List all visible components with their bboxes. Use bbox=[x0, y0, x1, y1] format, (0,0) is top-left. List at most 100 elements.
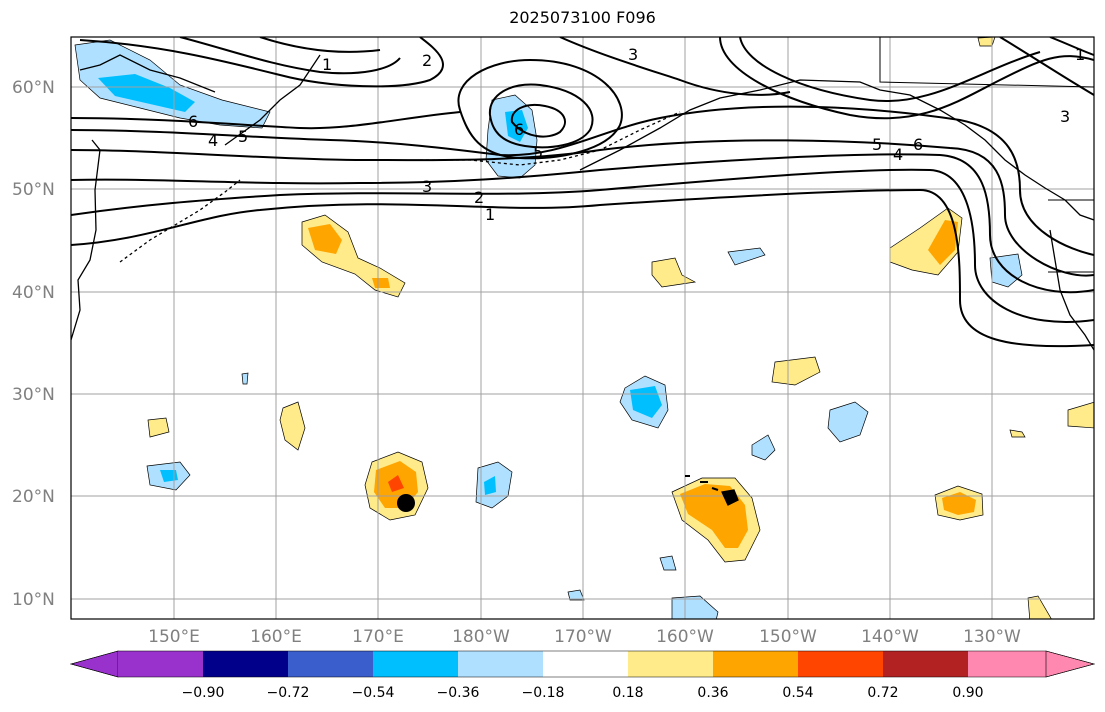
lon-label: 130°W bbox=[963, 627, 1021, 647]
colorbar-swatch bbox=[883, 651, 968, 677]
colorbar-tick-label: −0.54 bbox=[352, 685, 395, 701]
lon-label: 170°E bbox=[352, 627, 404, 647]
lon-label: 150°E bbox=[148, 627, 200, 647]
coast-okhotsk bbox=[79, 54, 216, 93]
colorbar-tick-label: 0.36 bbox=[697, 685, 728, 701]
negative-anomaly-146w bbox=[827, 401, 869, 443]
border-canada bbox=[879, 37, 1094, 273]
colorbar-min-arrow bbox=[69, 650, 119, 678]
colorbar-tick-label: 0.90 bbox=[952, 685, 983, 701]
longitude-labels: 150°E 160°E 170°E 180°W 170°W 160°W 150°… bbox=[148, 627, 1021, 647]
map-frame-border bbox=[70, 36, 1095, 620]
colorbar-swatch bbox=[373, 651, 458, 677]
negative-anomaly-152w bbox=[727, 247, 766, 266]
colorbar-max-arrow bbox=[1045, 650, 1096, 678]
lat-label: 20°N bbox=[12, 487, 55, 507]
contour-label: 6 bbox=[913, 135, 923, 154]
colorbar-swatch bbox=[543, 651, 628, 677]
coast-alaska bbox=[579, 79, 1094, 221]
contour-label: 5 bbox=[238, 127, 248, 146]
contours bbox=[71, 37, 1094, 348]
positive-anomaly-172e-peak bbox=[388, 475, 404, 492]
lat-label: 30°N bbox=[12, 385, 55, 405]
lon-label: 180°W bbox=[452, 627, 510, 647]
colorbar-tick-label: −0.18 bbox=[522, 685, 565, 701]
colorbar-swatch bbox=[458, 651, 543, 677]
coast-hawaii-islands bbox=[685, 475, 719, 491]
contour-label: 5 bbox=[872, 135, 882, 154]
contour-3 bbox=[71, 153, 1094, 294]
lat-label: 10°N bbox=[12, 590, 55, 610]
lon-label: 170°W bbox=[554, 627, 612, 647]
colorbar-tick-label: −0.90 bbox=[182, 685, 225, 701]
colorbar-tick-label: 0.54 bbox=[782, 685, 813, 701]
positive-anomaly-east bbox=[1067, 401, 1094, 429]
map-title: 2025073100 F096 bbox=[509, 8, 656, 27]
lat-label: 60°N bbox=[12, 78, 55, 98]
contour-north-3 bbox=[259, 37, 381, 53]
contour-ne-1 bbox=[719, 37, 1094, 120]
colorbar-swatch bbox=[288, 651, 373, 677]
contour-north-1 bbox=[79, 37, 444, 88]
colorbar-tick-label: −0.36 bbox=[437, 685, 480, 701]
positive-anomaly-163e bbox=[279, 401, 306, 451]
contour-ne-4 bbox=[1049, 37, 1094, 56]
negative-anomaly-nw-core bbox=[98, 74, 195, 112]
latitude-labels: 60°N 50°N 40°N 30°N 20°N 10°N bbox=[12, 78, 55, 610]
contour-label: 6 bbox=[514, 120, 524, 139]
contour-label: 1 bbox=[1075, 45, 1085, 64]
contour-bering-ring-1 bbox=[457, 58, 623, 160]
location-marker bbox=[397, 494, 415, 512]
contour-4 bbox=[71, 139, 1094, 277]
negative-anomaly-179w-core bbox=[484, 476, 496, 495]
contour-label: 2 bbox=[422, 51, 432, 70]
negative-anomaly-159w bbox=[659, 555, 677, 571]
colorbar-swatch bbox=[118, 651, 203, 677]
colorbar-swatch bbox=[968, 651, 1046, 677]
colorbar-tick-label: 0.18 bbox=[612, 685, 643, 701]
contour-label: 4 bbox=[208, 131, 218, 150]
contour-bering-ring-2 bbox=[488, 83, 594, 149]
positive-anomaly-148e bbox=[147, 417, 170, 438]
contour-label: 4 bbox=[893, 145, 903, 164]
positive-anomaly-small-east bbox=[1009, 429, 1026, 438]
positive-anomaly-165e-core bbox=[308, 224, 390, 288]
contour-label: 1 bbox=[322, 55, 332, 74]
contour-ne-3 bbox=[999, 37, 1094, 96]
negative-anomaly-speck-1 bbox=[241, 372, 249, 385]
colorbar-swatch bbox=[798, 651, 883, 677]
contour-label: 3 bbox=[1060, 107, 1070, 126]
coast-kamchatka bbox=[224, 54, 321, 146]
colorbar-swatch bbox=[203, 651, 288, 677]
colorbar bbox=[69, 650, 1096, 678]
coast-hawaii bbox=[721, 489, 739, 506]
contour-north-2 bbox=[179, 37, 401, 75]
contour-2 bbox=[71, 168, 1094, 323]
lon-label: 150°W bbox=[759, 627, 817, 647]
contour-label: 1 bbox=[485, 205, 495, 224]
colorbar-outline bbox=[69, 650, 1096, 678]
negative-anomaly-168w bbox=[567, 589, 585, 601]
contour-ne-2 bbox=[739, 37, 1041, 103]
lon-label: 160°E bbox=[250, 627, 302, 647]
negative-anomaly-155w bbox=[751, 434, 776, 461]
contour-6 bbox=[71, 111, 461, 130]
lon-label: 140°W bbox=[861, 627, 919, 647]
contour-label: 2 bbox=[474, 188, 484, 207]
graticule bbox=[71, 37, 1094, 619]
positive-anomaly-129w-south bbox=[1027, 595, 1052, 619]
positive-anomaly-135w-core bbox=[928, 220, 958, 265]
colorbar-swatch bbox=[628, 651, 713, 677]
contour-label: 3 bbox=[628, 45, 638, 64]
lat-label: 40°N bbox=[12, 283, 55, 303]
contour-bering-ring-3 bbox=[510, 104, 566, 138]
positive-anomaly-151w bbox=[771, 356, 821, 386]
contour-label: 5 bbox=[533, 143, 543, 162]
lat-label: 50°N bbox=[12, 180, 55, 200]
colorbar-labels: −0.90 −0.72 −0.54 −0.36 −0.18 0.18 0.36 … bbox=[182, 685, 984, 701]
coast-kuril bbox=[119, 179, 241, 263]
contour-5 bbox=[71, 105, 1094, 256]
colorbar-swatch bbox=[713, 651, 798, 677]
contour-label: 6 bbox=[188, 112, 198, 131]
